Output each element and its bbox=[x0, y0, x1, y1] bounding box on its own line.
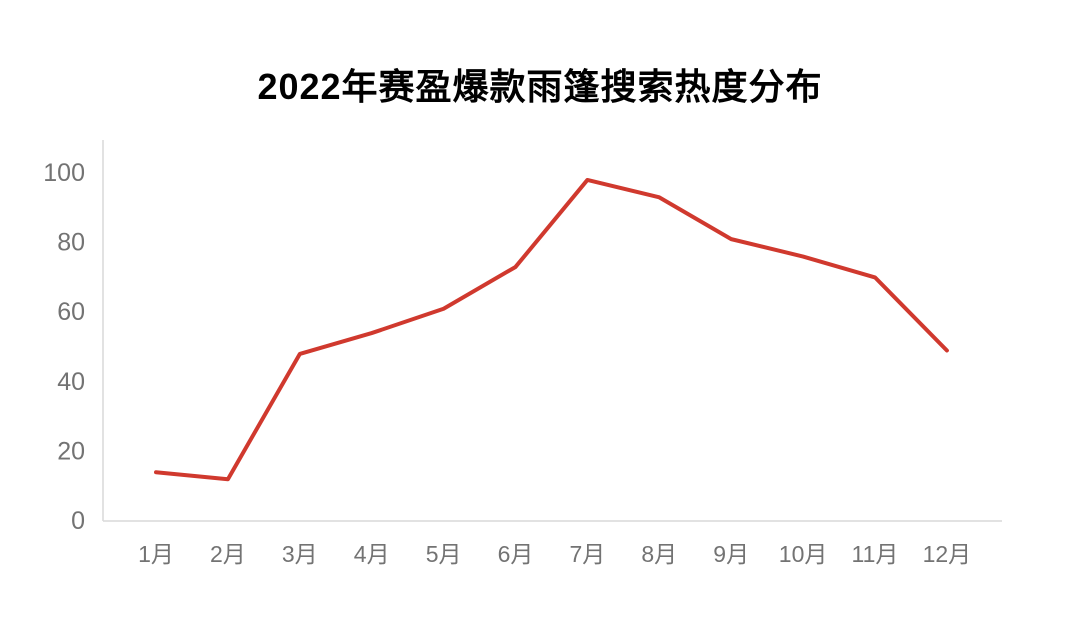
x-tick-label: 10月 bbox=[779, 541, 828, 567]
x-tick-label: 4月 bbox=[354, 541, 390, 567]
y-tick-label: 20 bbox=[57, 437, 85, 465]
y-tick-label: 100 bbox=[43, 159, 85, 187]
x-tick-label: 7月 bbox=[570, 541, 606, 567]
y-tick-label: 60 bbox=[57, 298, 85, 326]
x-tick-label: 11月 bbox=[852, 541, 899, 567]
x-tick-label: 1月 bbox=[138, 541, 174, 567]
x-tick-label: 8月 bbox=[641, 541, 677, 567]
x-tick-label: 6月 bbox=[498, 541, 534, 567]
x-tick-label: 5月 bbox=[426, 541, 462, 567]
data-line bbox=[154, 177, 949, 482]
x-tick-label: 2月 bbox=[210, 541, 246, 567]
x-tick-label: 12月 bbox=[923, 541, 972, 567]
y-tick-label: 80 bbox=[57, 229, 85, 257]
y-tick-label: 0 bbox=[71, 507, 85, 535]
x-tick-label: 9月 bbox=[713, 541, 749, 567]
x-tick-label: 3月 bbox=[282, 541, 318, 567]
y-tick-label: 40 bbox=[57, 368, 85, 396]
chart-title: 2022年赛盈爆款雨篷搜索热度分布 bbox=[257, 66, 823, 107]
